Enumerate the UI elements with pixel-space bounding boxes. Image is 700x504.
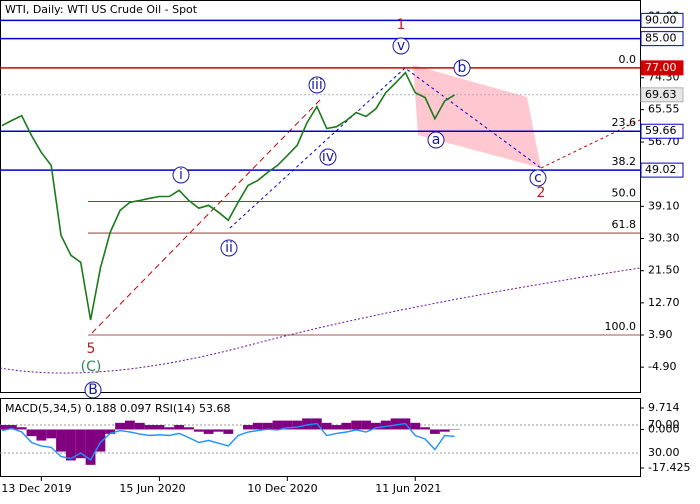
fib-label: 0.0 [619,53,637,66]
macd-bar [36,429,46,440]
wave-label: ii [225,240,233,256]
x-tick-label: 13 Dec 2019 [1,482,71,495]
wave-label: B [88,382,98,398]
macd-bar [174,425,184,429]
y-tick-label: 30.30 [648,232,680,245]
macd-bar [204,429,214,433]
macd-bar [125,421,135,430]
macd-bar [56,429,66,451]
y-tick-label: 39.10 [648,199,680,212]
macd-bar [410,423,420,430]
y-tick-label: 65.55 [648,103,680,116]
wave-label: b [458,60,467,76]
wave-label: 1 [397,17,406,33]
indicator-title: MACD(5,34,5) 0.188 0.097 RSI(14) 53.68 [5,402,230,415]
macd-bar [66,429,76,460]
macd-bar [341,423,351,430]
macd-bar [115,423,125,430]
y-tick-label: 21.50 [648,264,680,277]
fib-label: 50.0 [612,186,637,199]
level-label: 49.02 [645,163,677,176]
wave-label: a [432,132,441,148]
y2-tick-label: 70.00 [648,418,680,431]
macd-bar [164,427,174,429]
macd-bar [420,427,430,429]
x-tick-label: 11 Jun 2021 [375,482,441,495]
wave-label: i [179,167,183,183]
y-tick-label: 12.70 [648,296,680,309]
macd-bar [155,425,165,429]
macd-bar [17,427,27,429]
macd-bar [223,429,233,433]
y-tick-label: -17.425 [648,461,690,474]
wave-label: v [397,38,405,54]
y-tick-label: -4.90 [648,360,676,373]
x-tick-label: 15 Jun 2020 [119,482,185,495]
wave-label: 2 [537,185,546,201]
fib-label: 38.2 [612,155,637,168]
macd-bar [292,421,302,430]
y2-tick-label: 30.00 [648,446,680,459]
macd-bar [351,421,361,430]
wave-label: (C) [81,359,102,375]
level-label: 85.00 [645,32,677,45]
macd-bar [145,425,155,429]
macd-bar [135,423,145,430]
macd-bar [243,425,253,429]
macd-bar [322,423,332,430]
level-label: 90.00 [645,13,677,26]
macd-bar [27,429,37,436]
macd-bar [194,429,204,431]
fib-label: 61.8 [612,218,637,231]
macd-bar [214,429,224,431]
chart-title: WTI, Daily: WTI US Crude Oil - Spot [5,3,198,16]
macd-bar [430,429,440,433]
macd-bar [184,427,194,429]
macd-bar [440,429,450,431]
macd-bar [76,429,86,458]
x-tick-label: 10 Dec 2020 [247,482,317,495]
level-label: 59.66 [645,124,677,137]
fib-label: 100.0 [605,320,637,333]
wave-label: 5 [87,341,96,357]
wave-label: c [534,170,542,186]
macd-bar [381,421,391,430]
macd-bar [263,423,273,430]
y-tick-label: 3.90 [648,328,673,341]
macd-bar [273,421,283,430]
macd-bar [46,429,56,438]
macd-bar [0,425,7,429]
macd-bar [253,423,263,430]
macd-bar [332,425,342,429]
wave-label: iii [311,77,323,93]
macd-bar [361,421,371,430]
fib-label: 23.6 [612,116,637,129]
level-label: 77.00 [645,61,677,74]
y-tick-label: 9.714 [648,401,680,414]
level-label: 69.63 [645,88,677,101]
wave-label: iv [322,149,334,165]
